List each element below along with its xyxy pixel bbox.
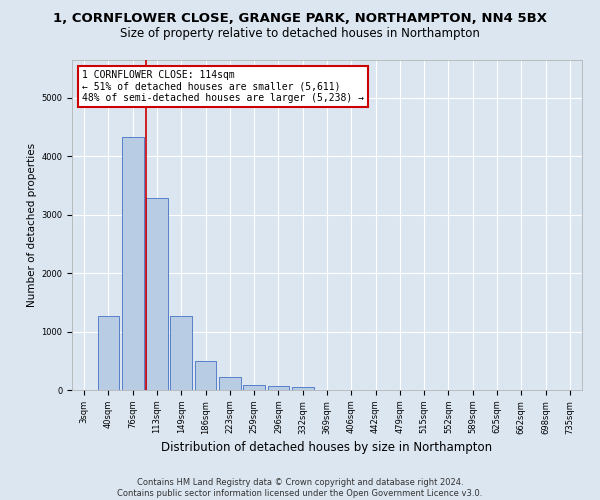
Bar — [122, 137, 143, 390]
Text: Size of property relative to detached houses in Northampton: Size of property relative to detached ho… — [120, 28, 480, 40]
Y-axis label: Number of detached properties: Number of detached properties — [27, 143, 37, 307]
Bar — [97, 316, 119, 390]
Text: 1 CORNFLOWER CLOSE: 114sqm
← 51% of detached houses are smaller (5,611)
48% of s: 1 CORNFLOWER CLOSE: 114sqm ← 51% of deta… — [82, 70, 364, 103]
Text: Contains HM Land Registry data © Crown copyright and database right 2024.
Contai: Contains HM Land Registry data © Crown c… — [118, 478, 482, 498]
Bar — [170, 316, 192, 390]
X-axis label: Distribution of detached houses by size in Northampton: Distribution of detached houses by size … — [161, 440, 493, 454]
Bar — [194, 362, 217, 390]
Bar — [243, 384, 265, 390]
Bar — [146, 198, 168, 390]
Bar — [292, 387, 314, 390]
Bar — [268, 386, 289, 390]
Text: 1, CORNFLOWER CLOSE, GRANGE PARK, NORTHAMPTON, NN4 5BX: 1, CORNFLOWER CLOSE, GRANGE PARK, NORTHA… — [53, 12, 547, 26]
Bar — [219, 378, 241, 390]
